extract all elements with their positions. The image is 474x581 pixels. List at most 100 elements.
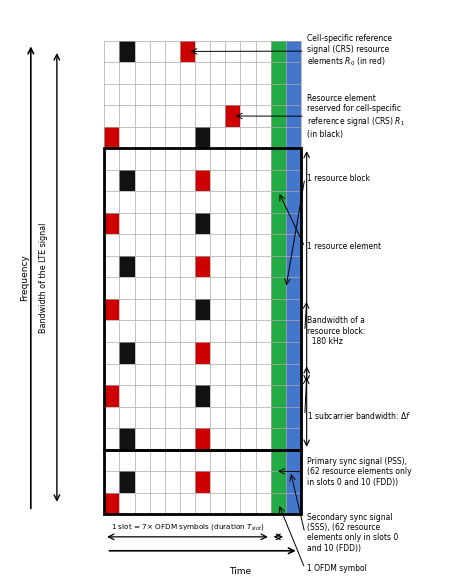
Bar: [240, 213, 255, 234]
Bar: [255, 321, 271, 342]
Bar: [135, 127, 150, 148]
Bar: [119, 299, 135, 321]
Bar: [225, 41, 240, 62]
Bar: [104, 148, 119, 170]
Bar: [210, 278, 225, 299]
Bar: [119, 41, 135, 62]
Bar: [104, 385, 119, 407]
Text: Bandwidth of the LTE signal: Bandwidth of the LTE signal: [39, 223, 48, 332]
Bar: [119, 278, 135, 299]
Bar: [165, 278, 180, 299]
Bar: [240, 450, 255, 471]
Bar: [150, 213, 165, 234]
Bar: [165, 428, 180, 450]
Bar: [135, 299, 150, 321]
Bar: [210, 170, 225, 191]
Text: Resource element
reserved for cell-specific
reference signal (CRS) $R_1$
(in bla: Resource element reserved for cell-speci…: [307, 94, 405, 138]
Bar: [104, 493, 119, 514]
Bar: [135, 170, 150, 191]
Bar: [271, 191, 286, 213]
Bar: [240, 493, 255, 514]
Bar: [150, 256, 165, 278]
Bar: [195, 234, 210, 256]
Bar: [150, 170, 165, 191]
Bar: [271, 471, 286, 493]
Bar: [119, 191, 135, 213]
Bar: [119, 385, 135, 407]
Bar: [150, 84, 165, 105]
Bar: [119, 148, 135, 170]
Bar: [195, 213, 210, 234]
Bar: [165, 191, 180, 213]
Bar: [286, 234, 301, 256]
Bar: [119, 234, 135, 256]
Bar: [240, 471, 255, 493]
Text: Frequency: Frequency: [20, 254, 28, 301]
Bar: [135, 450, 150, 471]
Bar: [180, 256, 195, 278]
Bar: [104, 471, 119, 493]
Bar: [240, 148, 255, 170]
Bar: [225, 84, 240, 105]
Bar: [255, 41, 271, 62]
Bar: [180, 148, 195, 170]
Bar: [286, 148, 301, 170]
Bar: [271, 148, 286, 170]
Bar: [225, 148, 240, 170]
Bar: [104, 170, 119, 191]
Bar: [271, 299, 286, 321]
Text: Bandwidth of a
resource block:
  180 kHz: Bandwidth of a resource block: 180 kHz: [307, 316, 365, 346]
Text: 1 slot = 7× OFDM symbols (duration $T_{slot}$): 1 slot = 7× OFDM symbols (duration $T_{s…: [111, 522, 264, 532]
Bar: [210, 127, 225, 148]
Bar: [271, 321, 286, 342]
Bar: [135, 41, 150, 62]
Bar: [255, 84, 271, 105]
Bar: [119, 321, 135, 342]
Bar: [135, 342, 150, 364]
Bar: [104, 385, 119, 407]
Bar: [104, 299, 119, 321]
Bar: [150, 342, 165, 364]
Bar: [271, 41, 286, 62]
Bar: [104, 407, 119, 428]
Bar: [119, 493, 135, 514]
Bar: [180, 41, 195, 62]
Bar: [165, 342, 180, 364]
Bar: [210, 105, 225, 127]
Bar: [180, 407, 195, 428]
Bar: [240, 127, 255, 148]
Bar: [255, 191, 271, 213]
Bar: [180, 428, 195, 450]
Bar: [135, 213, 150, 234]
Bar: [195, 62, 210, 84]
Bar: [119, 170, 135, 191]
Bar: [119, 41, 135, 62]
Bar: [286, 84, 301, 105]
Bar: [286, 256, 301, 278]
Bar: [255, 385, 271, 407]
Bar: [271, 493, 286, 514]
Bar: [255, 127, 271, 148]
Bar: [240, 191, 255, 213]
Bar: [210, 148, 225, 170]
Bar: [210, 234, 225, 256]
Bar: [195, 256, 210, 278]
Bar: [271, 278, 286, 299]
Bar: [225, 493, 240, 514]
Bar: [104, 213, 119, 234]
Bar: [180, 493, 195, 514]
Bar: [150, 450, 165, 471]
Bar: [286, 191, 301, 213]
Bar: [255, 62, 271, 84]
Bar: [150, 41, 165, 62]
Bar: [135, 428, 150, 450]
Bar: [135, 385, 150, 407]
Bar: [165, 62, 180, 84]
Bar: [135, 84, 150, 105]
Bar: [225, 471, 240, 493]
Bar: [180, 450, 195, 471]
Bar: [195, 127, 210, 148]
Bar: [286, 170, 301, 191]
Bar: [180, 234, 195, 256]
Bar: [255, 342, 271, 364]
